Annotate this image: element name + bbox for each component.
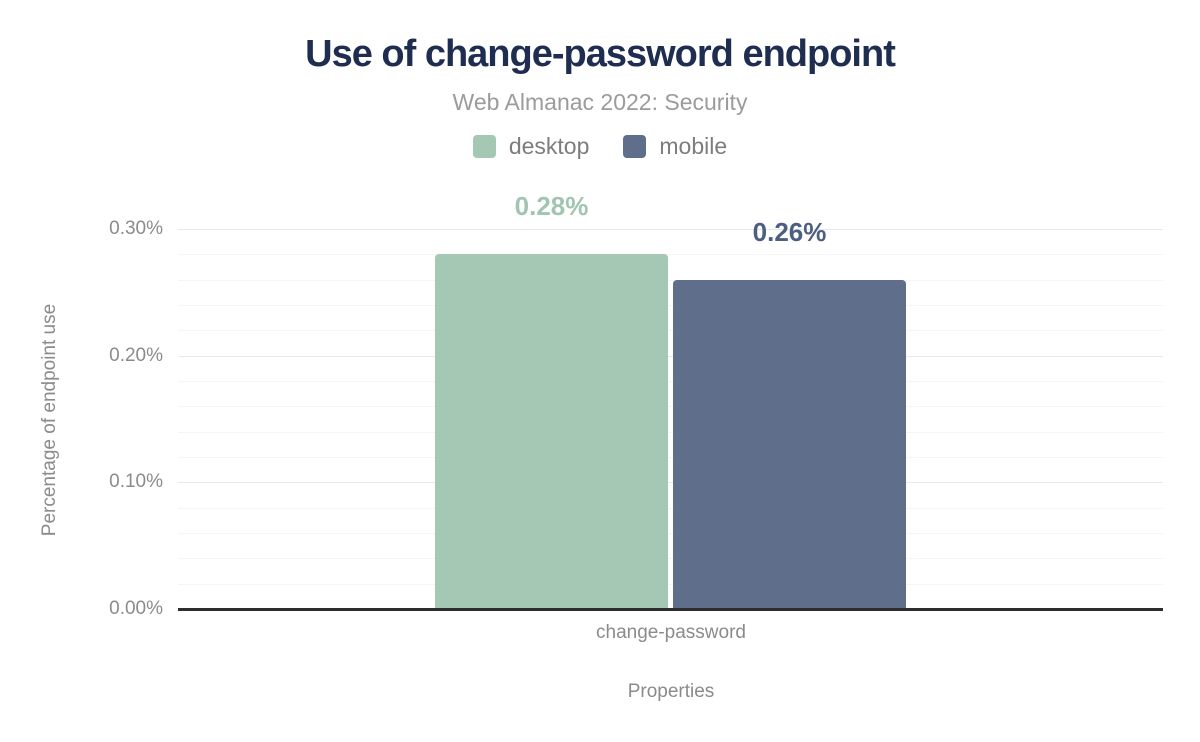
x-axis-title: Properties [627,681,715,702]
legend-item-mobile[interactable]: mobile [623,133,727,160]
x-tick-label: change-password [596,622,746,643]
minor-gridline [178,305,1163,306]
minor-gridline [178,457,1163,458]
legend-item-desktop[interactable]: desktop [472,132,590,160]
y-tick-label: 0.30% [109,218,163,239]
minor-gridline [178,280,1163,281]
bar-value-label-desktop: 0.28% [514,191,589,222]
minor-gridline [178,558,1163,559]
minor-gridline [178,533,1163,534]
major-gridline [178,229,1163,230]
bar-mobile[interactable] [673,279,906,609]
minor-gridline [178,432,1163,433]
legend-label-desktop: desktop [508,132,590,159]
y-tick-label: 0.10% [109,471,163,493]
bar-value-label-mobile: 0.26% [752,216,827,247]
bar-desktop[interactable] [435,254,668,609]
major-gridline [178,482,1163,483]
minor-gridline [178,254,1163,255]
chart-subtitle: Web Almanac 2022: Security [452,88,748,115]
y-tick-label: 0.00% [109,598,163,619]
legend: desktop mobile [0,133,1200,160]
minor-gridline [178,406,1163,407]
minor-gridline [178,508,1163,509]
chart-title: Use of change-password endpoint [305,33,896,75]
minor-gridline [178,584,1163,585]
major-gridline [178,356,1163,357]
legend-label-mobile: mobile [659,132,728,159]
mobile-series-swatch [623,134,647,158]
chart-header: Use of change-password endpoint Web Alma… [0,33,1200,160]
minor-gridline [178,381,1163,382]
minor-gridline [178,330,1163,331]
desktop-series-swatch [472,134,496,158]
y-tick-label: 0.20% [109,344,163,366]
x-axis-line [178,608,1163,611]
y-axis-title: Percentage of endpoint use [39,303,60,537]
